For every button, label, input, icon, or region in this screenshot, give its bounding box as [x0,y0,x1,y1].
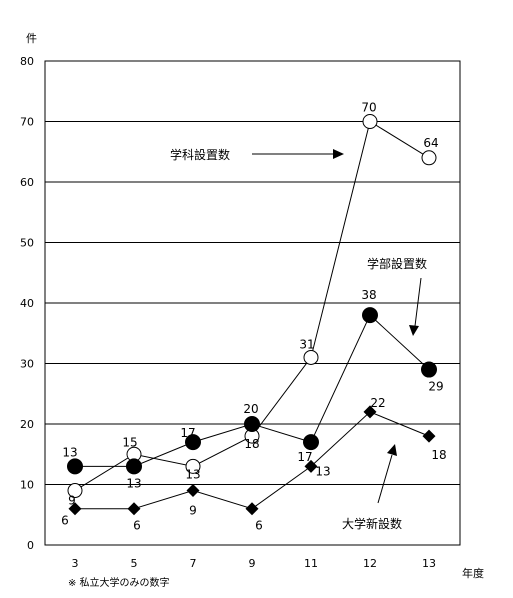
arrow-gakubu [414,277,422,327]
data-label: 6 [255,519,263,533]
y-tick-label: 40 [20,297,34,310]
data-point-diamond [304,459,318,473]
data-label: 29 [428,380,443,394]
data-point-open-circle [185,458,201,474]
data-point-filled-circle [362,307,378,324]
data-label: 13 [185,467,200,481]
data-label: 17 [180,426,195,440]
data-point-diamond [363,405,377,419]
data-point-diamond [422,429,436,443]
annotation-gakka: 学科設置数 [170,147,230,162]
data-label: 20 [243,402,258,416]
data-point-filled-circle [126,458,142,475]
y-tick-label: 60 [20,176,34,189]
data-label: 70 [361,101,376,115]
data-point-filled-circle [67,458,83,475]
data-point-filled-circle [421,361,437,378]
data-point-open-circle [303,349,319,365]
data-point-diamond [127,502,141,516]
data-label: 38 [361,288,376,302]
arrowhead-daigaku [387,444,397,456]
arrowhead-gakubu [409,325,419,336]
y-tick-label: 20 [20,418,34,431]
data-label: 18 [244,437,259,451]
data-point-filled-circle [303,434,319,451]
footnote: ※ 私立大学のみの数字 [68,576,170,589]
y-tick-labels: 0 10 20 30 40 50 60 70 80 [20,55,34,552]
data-label: 9 [68,494,76,508]
data-label: 18 [431,448,446,462]
arrowhead-gakka [333,149,344,159]
data-point-diamond [186,484,200,498]
y-tick-label: 10 [20,479,34,492]
x-tick-labels: 3 5 7 9 11 12 13 [72,557,437,570]
data-label: 22 [370,396,385,410]
data-point-filled-circle [185,434,201,451]
data-label: 6 [133,519,141,533]
data-label: 13 [62,445,77,459]
x-tick-label: 5 [131,557,138,570]
y-tick-label: 50 [20,237,34,250]
series-2: 6 6 9 6 13 22 18 [61,396,446,533]
y-tick-label: 70 [20,116,34,129]
y-tick-label: 30 [20,358,34,371]
x-tick-label: 3 [72,557,79,570]
arrow-daigaku [377,454,393,504]
annotation-daigaku: 大学新設数 [342,516,402,531]
x-tick-label: 12 [363,557,377,570]
data-label: 13 [126,476,141,490]
data-point-diamond [68,502,82,516]
data-point-filled-circle [244,416,260,432]
y-tick-label: 80 [20,55,34,68]
data-label: 15 [122,435,137,449]
data-label: 13 [315,464,330,478]
data-label: 9 [189,504,197,518]
y-unit-label: 件 [26,32,37,45]
x-tick-label: 7 [190,557,197,570]
x-unit-label: 年度 [462,566,484,580]
x-tick-label: 13 [422,557,436,570]
grid-lines [45,121,460,485]
data-label: 31 [299,337,314,351]
data-point-open-circle [421,150,437,166]
data-point-open-circle [362,114,378,129]
data-point-open-circle [67,483,83,499]
data-label: 6 [61,514,69,528]
x-tick-label: 11 [304,557,318,570]
data-label: 17 [297,450,312,464]
series-0: 9 15 13 18 31 70 64 [67,101,439,508]
data-point-diamond [245,502,259,516]
x-tick-label: 9 [249,557,256,570]
annotation-gakubu: 学部設置数 [367,256,427,271]
data-label: 64 [423,136,438,150]
y-tick-label: 0 [27,539,34,552]
